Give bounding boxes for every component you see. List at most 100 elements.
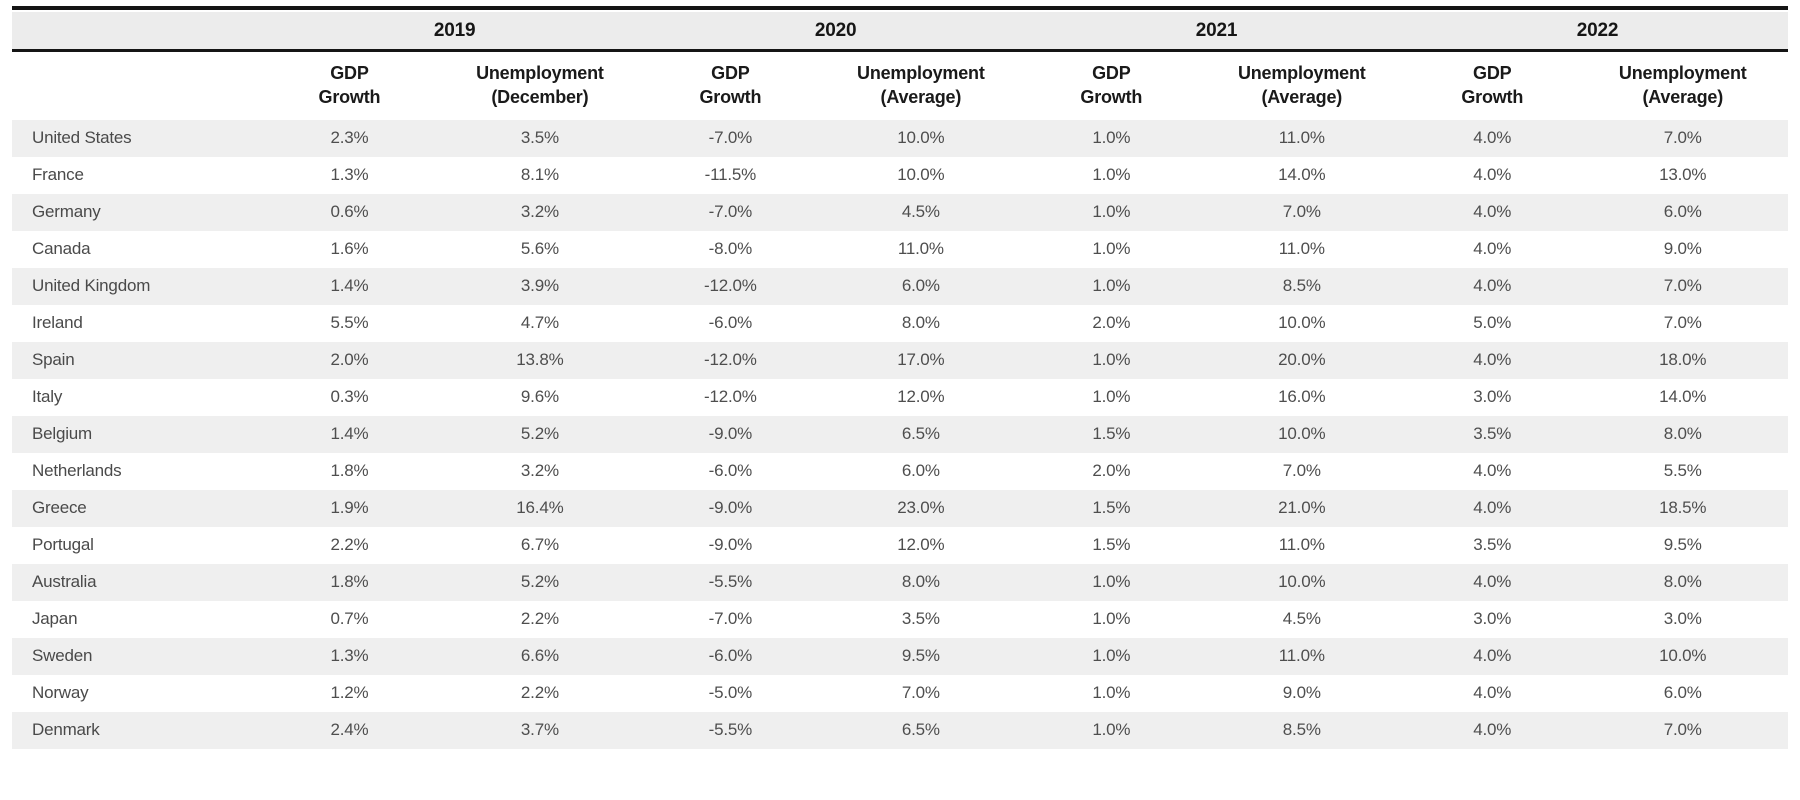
value-cell: 1.0% <box>1092 239 1131 259</box>
value-cell: 21.0% <box>1278 498 1326 518</box>
value-cell: 6.0% <box>1663 683 1702 703</box>
value-cell: 12.0% <box>897 535 945 555</box>
table-row: Portugal 2.2% 6.7% -9.0% 12.0% 1.5% 11.0% 3.5% 9… <box>12 527 1788 564</box>
value-cell: 2.2% <box>520 609 559 629</box>
corner-cell <box>12 12 265 52</box>
value-cell: 4.0% <box>1473 720 1512 740</box>
value-cell: 11.0% <box>897 239 944 259</box>
value-cell: 7.0% <box>1663 128 1702 148</box>
value-cell: 14.0% <box>1278 165 1326 185</box>
value-cell: 8.1% <box>520 165 559 185</box>
value-cell: 1.2% <box>330 683 369 703</box>
country-name: United States <box>32 128 132 148</box>
table-row: Ireland 5.5% 4.7% -6.0% 8.0% 2.0% 10.0% 5.0% 7.0… <box>12 305 1788 342</box>
value-cell: 23.0% <box>897 498 945 518</box>
value-cell: 0.7% <box>330 609 369 629</box>
value-cell: 20.0% <box>1278 350 1326 370</box>
year-label-2020: 2020 <box>645 12 1027 52</box>
value-cell: 3.5% <box>1473 535 1512 555</box>
column-header-line1: GDP <box>711 63 750 83</box>
value-cell: 6.0% <box>901 461 940 481</box>
value-cell: 1.4% <box>330 424 369 444</box>
value-cell: 5.2% <box>520 572 559 592</box>
value-cell: 9.5% <box>1663 535 1702 555</box>
value-cell: 2.0% <box>1092 313 1131 333</box>
value-cell: 4.0% <box>1473 461 1512 481</box>
column-header-unemployment-2019: Unemployment (December) <box>434 50 646 120</box>
value-cell: 4.0% <box>1473 350 1512 370</box>
value-cell: 5.5% <box>330 313 369 333</box>
value-cell: 8.0% <box>1663 424 1702 444</box>
value-cell: 8.0% <box>901 572 940 592</box>
country-name: France <box>32 165 84 185</box>
value-cell: -8.0% <box>708 239 753 259</box>
value-cell: 1.4% <box>330 276 369 296</box>
table-row: Canada 1.6% 5.6% -8.0% 11.0% 1.0% 11.0% 4.0% 9.0… <box>12 231 1788 268</box>
value-cell: 8.0% <box>1663 572 1702 592</box>
value-cell: 1.0% <box>1092 720 1131 740</box>
table-row: United Kingdom 1.4% 3.9% -12.0% 6.0% 1.0% 8.5%… <box>12 267 1788 305</box>
country-name: Germany <box>32 202 101 222</box>
value-cell: 17.0% <box>897 350 945 370</box>
column-header-unemployment-2021: Unemployment (Average) <box>1196 50 1407 120</box>
value-cell: 4.0% <box>1473 165 1512 185</box>
column-header-line2: Growth <box>1080 87 1143 108</box>
value-cell: 3.5% <box>1473 424 1512 444</box>
value-cell: 6.5% <box>901 720 940 740</box>
value-cell: 3.9% <box>520 276 559 296</box>
table-row: Japan 0.7% 2.2% -7.0% 3.5% 1.0% 4.5% 3.0% 3.0% <box>12 601 1788 638</box>
value-cell: 4.0% <box>1473 498 1512 518</box>
country-name: Ireland <box>32 313 83 333</box>
value-cell: -7.0% <box>708 128 753 148</box>
value-cell: 2.4% <box>330 720 369 740</box>
value-cell: 7.0% <box>1663 276 1702 296</box>
value-cell: 7.0% <box>1282 202 1321 222</box>
value-cell: 5.6% <box>520 239 559 259</box>
value-cell: 5.5% <box>1663 461 1702 481</box>
value-cell: 1.0% <box>1092 387 1131 407</box>
value-cell: 16.4% <box>516 498 564 518</box>
value-cell: 12.0% <box>897 387 945 407</box>
value-cell: 6.7% <box>520 535 559 555</box>
value-cell: 3.0% <box>1473 387 1512 407</box>
table-row: Germany 0.6% 3.2% -7.0% 4.5% 1.0% 7.0% 4.0% 6.0% <box>12 193 1788 231</box>
value-cell: 3.7% <box>520 720 559 740</box>
value-cell: 2.2% <box>330 535 369 555</box>
value-cell: 1.3% <box>330 165 369 185</box>
column-header-line2: (December) <box>491 87 589 108</box>
economic-scenarios-table: 2019 2020 2021 2022 GDP Growth Unemploym… <box>12 12 1788 749</box>
value-cell: 2.0% <box>1092 461 1131 481</box>
country-name: Norway <box>32 683 89 703</box>
value-cell: 2.3% <box>330 128 369 148</box>
value-cell: -12.0% <box>704 350 757 370</box>
value-cell: 9.6% <box>520 387 559 407</box>
value-cell: -9.0% <box>708 424 753 444</box>
value-cell: 18.0% <box>1659 350 1707 370</box>
value-cell: 3.5% <box>901 609 940 629</box>
value-cell: 1.6% <box>330 239 369 259</box>
table-body: United States 2.3% 3.5% -7.0% 10.0% 1.0% 11.0%… <box>12 119 1788 749</box>
column-header-line1: GDP <box>330 63 369 83</box>
value-cell: 14.0% <box>1659 387 1707 407</box>
table-row: Spain 2.0% 13.8% -12.0% 17.0% 1.0% 20.0% 4.0% 18… <box>12 341 1788 379</box>
country-name: Belgium <box>32 424 93 444</box>
table-row: France 1.3% 8.1% -11.5% 10.0% 1.0% 14.0% 4.0% 13… <box>12 157 1788 194</box>
value-cell: 10.0% <box>897 165 945 185</box>
value-cell: 4.0% <box>1473 239 1512 259</box>
value-cell: 1.5% <box>1092 498 1131 518</box>
value-cell: 7.0% <box>1663 720 1702 740</box>
value-cell: 1.5% <box>1092 535 1131 555</box>
value-cell: 7.0% <box>901 683 940 703</box>
value-cell: 6.0% <box>1663 202 1702 222</box>
value-cell: 1.9% <box>330 498 369 518</box>
value-cell: 10.0% <box>1278 424 1326 444</box>
value-cell: -9.0% <box>708 535 753 555</box>
value-cell: 11.0% <box>1278 646 1325 666</box>
country-name: United Kingdom <box>32 276 151 296</box>
country-name: Italy <box>32 387 63 407</box>
value-cell: 13.0% <box>1659 165 1707 185</box>
country-name: Greece <box>32 498 87 518</box>
country-name: Japan <box>32 609 78 629</box>
column-header-line2: Growth <box>1461 87 1524 108</box>
